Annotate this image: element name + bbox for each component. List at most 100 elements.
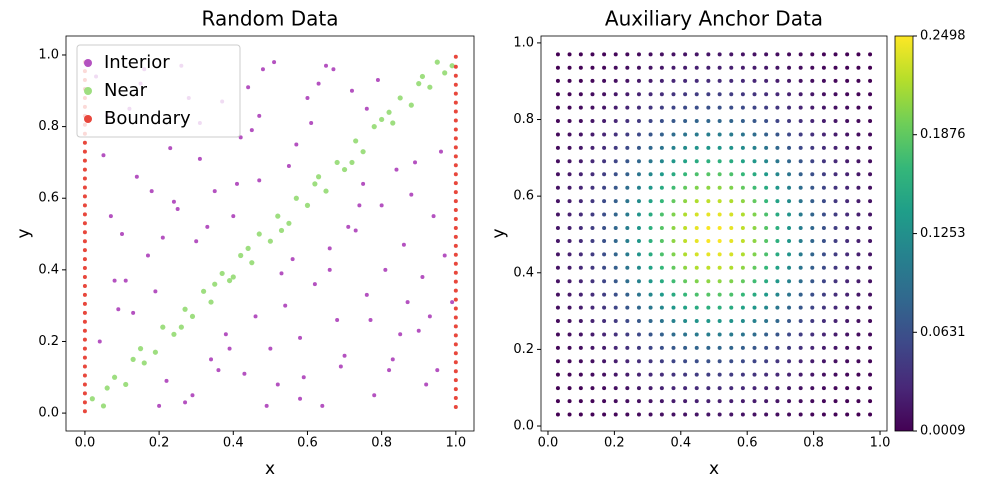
point bbox=[183, 400, 188, 405]
point bbox=[740, 412, 745, 417]
point bbox=[821, 172, 826, 177]
point bbox=[671, 78, 676, 83]
point bbox=[729, 172, 734, 177]
point bbox=[775, 65, 780, 70]
point bbox=[845, 265, 850, 270]
point bbox=[602, 386, 607, 391]
point bbox=[636, 132, 641, 137]
point bbox=[659, 252, 664, 257]
point bbox=[694, 145, 699, 150]
point bbox=[567, 65, 572, 70]
point bbox=[764, 185, 769, 190]
point bbox=[810, 412, 815, 417]
point bbox=[320, 403, 325, 408]
point bbox=[567, 199, 572, 204]
point bbox=[290, 257, 295, 262]
point bbox=[706, 145, 711, 150]
point bbox=[335, 317, 340, 322]
point bbox=[648, 225, 653, 230]
point bbox=[671, 279, 676, 284]
point bbox=[810, 345, 815, 350]
point bbox=[636, 145, 641, 150]
point bbox=[578, 185, 583, 190]
point bbox=[683, 399, 688, 404]
point bbox=[431, 214, 436, 219]
point bbox=[260, 67, 265, 72]
point bbox=[764, 359, 769, 364]
point bbox=[82, 257, 87, 262]
point bbox=[868, 119, 873, 124]
x-tick-label: 0.6 bbox=[737, 436, 758, 451]
point bbox=[625, 119, 630, 124]
point bbox=[671, 265, 676, 270]
point bbox=[267, 238, 273, 244]
point bbox=[694, 159, 699, 164]
point bbox=[578, 386, 583, 391]
point bbox=[752, 78, 757, 83]
point bbox=[659, 65, 664, 70]
point bbox=[171, 331, 177, 337]
y-tick-label: 0.2 bbox=[38, 334, 59, 349]
point bbox=[602, 319, 607, 324]
point bbox=[798, 319, 803, 324]
point bbox=[833, 145, 838, 150]
point bbox=[717, 145, 722, 150]
point bbox=[648, 279, 653, 284]
point bbox=[578, 252, 583, 257]
point bbox=[717, 212, 722, 217]
y-tick-label: 1.0 bbox=[513, 35, 534, 50]
point bbox=[590, 225, 595, 230]
point bbox=[168, 146, 173, 151]
point bbox=[856, 225, 861, 230]
point bbox=[648, 92, 653, 97]
point bbox=[683, 319, 688, 324]
point bbox=[706, 212, 711, 217]
point bbox=[636, 319, 641, 324]
point bbox=[775, 386, 780, 391]
point bbox=[845, 52, 850, 57]
point bbox=[578, 345, 583, 350]
point bbox=[729, 92, 734, 97]
point bbox=[833, 265, 838, 270]
point bbox=[752, 119, 757, 124]
point bbox=[845, 292, 850, 297]
point bbox=[257, 178, 262, 183]
point bbox=[798, 386, 803, 391]
point bbox=[729, 265, 734, 270]
point bbox=[590, 265, 595, 270]
point bbox=[567, 265, 572, 270]
point bbox=[131, 310, 136, 315]
point bbox=[419, 73, 426, 80]
point bbox=[590, 252, 595, 257]
point bbox=[386, 109, 392, 115]
point bbox=[453, 396, 458, 401]
point bbox=[567, 319, 572, 324]
point bbox=[868, 199, 873, 204]
point bbox=[323, 188, 329, 194]
point bbox=[625, 78, 630, 83]
point bbox=[833, 119, 838, 124]
point bbox=[671, 92, 676, 97]
point bbox=[798, 372, 803, 377]
point bbox=[845, 412, 850, 417]
point bbox=[787, 412, 792, 417]
point bbox=[845, 332, 850, 337]
point bbox=[740, 225, 745, 230]
point bbox=[740, 265, 745, 270]
point bbox=[683, 159, 688, 164]
point bbox=[636, 159, 641, 164]
point bbox=[453, 145, 458, 150]
point bbox=[453, 306, 458, 311]
point bbox=[694, 279, 699, 284]
point bbox=[145, 253, 150, 258]
point bbox=[683, 105, 688, 110]
point bbox=[625, 105, 630, 110]
point bbox=[301, 375, 306, 380]
point bbox=[625, 359, 630, 364]
point bbox=[694, 372, 699, 377]
point bbox=[648, 145, 653, 150]
point bbox=[578, 319, 583, 324]
point bbox=[567, 225, 572, 230]
point bbox=[219, 270, 225, 277]
y-tick-label: 0.6 bbox=[513, 189, 534, 204]
